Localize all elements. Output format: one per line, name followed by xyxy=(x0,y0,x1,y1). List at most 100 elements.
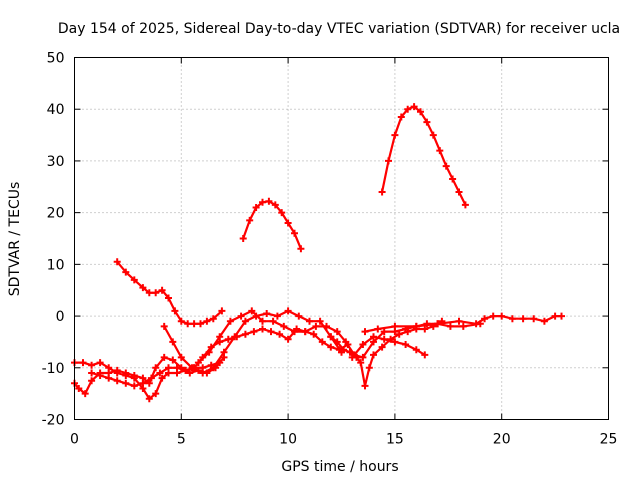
data-point xyxy=(184,320,192,328)
y-tick-label: 30 xyxy=(47,154,65,170)
data-point xyxy=(365,364,373,372)
data-point xyxy=(291,328,298,336)
data-point xyxy=(186,369,194,377)
data-point xyxy=(370,351,377,359)
data-point xyxy=(218,307,226,315)
data-point xyxy=(340,346,348,354)
data-point xyxy=(361,328,369,336)
data-point xyxy=(449,175,457,183)
data-point xyxy=(169,356,177,364)
data-point xyxy=(498,312,506,320)
series-arc-midday-zero xyxy=(160,307,345,377)
data-point xyxy=(259,325,266,333)
axis-ticks: 0 5 10 15 20 25 -20 -10 0 10 20 30 40 50 xyxy=(42,51,618,448)
data-point xyxy=(391,131,399,139)
data-point xyxy=(402,341,410,348)
data-point xyxy=(278,209,286,217)
plot-frame xyxy=(74,57,609,420)
y-tick-label: -10 xyxy=(42,361,65,377)
data-point xyxy=(246,216,254,224)
data-point xyxy=(551,312,559,320)
data-point xyxy=(310,330,318,338)
x-axis-label: GPS time / hours xyxy=(281,459,398,475)
data-point xyxy=(203,317,211,325)
data-point xyxy=(327,343,335,351)
series-line xyxy=(381,105,467,206)
data-point xyxy=(237,312,245,320)
data-point xyxy=(265,197,273,205)
x-tick-label: 15 xyxy=(386,432,404,448)
data-point xyxy=(333,338,341,346)
x-tick-label: 5 xyxy=(177,432,186,448)
data-point xyxy=(194,366,202,374)
data-point xyxy=(145,395,153,403)
data-point xyxy=(259,198,266,206)
data-point xyxy=(224,335,232,343)
data-point xyxy=(263,310,271,317)
data-point xyxy=(147,374,155,382)
data-point xyxy=(316,317,324,325)
data-point xyxy=(380,328,388,336)
grid xyxy=(74,57,609,420)
data-point xyxy=(412,325,420,333)
data-point xyxy=(421,325,429,333)
data-point xyxy=(323,322,330,330)
data-point xyxy=(130,372,138,379)
series-layer xyxy=(71,103,565,403)
data-point xyxy=(190,364,198,372)
data-point xyxy=(203,369,211,377)
chart-title: Day 154 of 2025, Sidereal Day-to-day VTE… xyxy=(58,21,620,37)
series-arc-dip-13 xyxy=(327,317,446,390)
x-tick-label: 0 xyxy=(70,432,79,448)
data-point xyxy=(348,353,356,361)
data-point xyxy=(96,359,104,367)
data-point xyxy=(177,317,185,325)
y-tick-label: 0 xyxy=(56,309,65,325)
y-tick-label: -20 xyxy=(42,413,65,429)
series-line xyxy=(116,260,223,325)
data-point xyxy=(359,353,367,361)
series-arc-peak-22 xyxy=(239,197,305,253)
data-point xyxy=(75,385,83,392)
data-point xyxy=(397,113,405,121)
data-point xyxy=(530,315,538,323)
data-point xyxy=(455,317,463,325)
data-point xyxy=(81,390,89,398)
data-point xyxy=(105,374,113,382)
data-point xyxy=(79,359,87,367)
data-point xyxy=(446,322,454,330)
data-point xyxy=(391,338,399,346)
data-point xyxy=(295,312,303,320)
data-point xyxy=(194,359,202,367)
data-point xyxy=(312,322,320,330)
data-point xyxy=(252,204,260,211)
data-point xyxy=(182,366,190,374)
data-point xyxy=(226,317,234,325)
data-point xyxy=(361,382,369,390)
data-point xyxy=(209,315,217,323)
data-point xyxy=(378,188,386,196)
data-point xyxy=(130,276,138,284)
data-point xyxy=(476,320,484,328)
data-point xyxy=(122,369,130,377)
data-point xyxy=(96,372,104,379)
data-point xyxy=(284,307,292,315)
data-point xyxy=(205,348,213,356)
data-point xyxy=(421,351,429,359)
data-point xyxy=(333,328,341,336)
data-point xyxy=(370,333,377,341)
y-tick-label: 50 xyxy=(47,51,65,67)
data-point xyxy=(197,320,204,328)
x-tick-label: 10 xyxy=(279,432,297,448)
y-tick-label: 10 xyxy=(47,257,65,273)
data-point xyxy=(284,335,292,343)
data-point xyxy=(139,379,147,387)
data-point xyxy=(250,328,258,336)
data-point xyxy=(267,328,275,336)
data-point xyxy=(233,333,241,341)
data-point xyxy=(171,307,179,315)
data-point xyxy=(489,312,497,320)
data-point xyxy=(139,284,147,292)
data-point xyxy=(207,361,215,369)
data-point xyxy=(212,364,219,372)
